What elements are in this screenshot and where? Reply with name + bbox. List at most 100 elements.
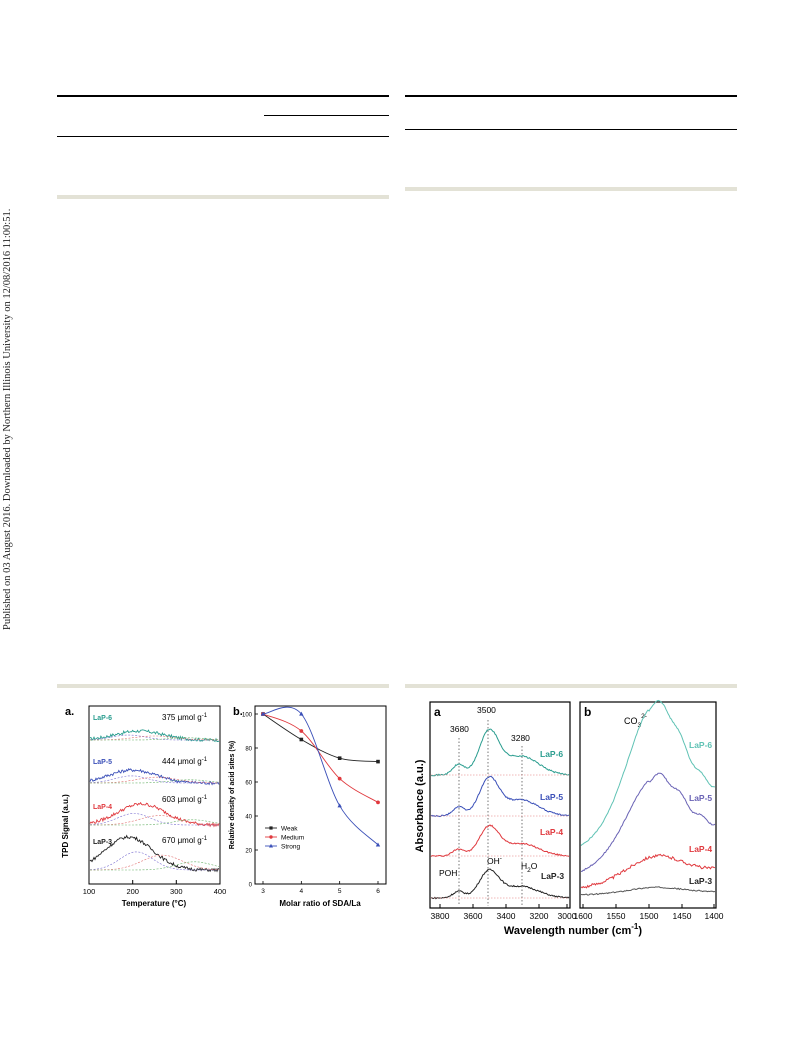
section-band-left-1 [57, 195, 389, 199]
acid-ytick: 20 [245, 849, 252, 855]
acid-line-weak [262, 713, 379, 763]
ftir-a-label-lap5: LaP-5 [540, 792, 563, 802]
tpd-panel-label: a. [65, 706, 74, 718]
tpd-component [90, 779, 220, 784]
acid-ytick: 0 [249, 883, 253, 889]
acid-xtick: 3 [261, 888, 265, 895]
acid-point-strong [299, 711, 304, 716]
acid-xlabel: Molar ratio of SDA/La [279, 899, 361, 908]
acid-ytick: 40 [245, 815, 252, 821]
ftir-b-trace-lap-5 [581, 772, 716, 872]
ftir-b-label-lap6: LaP-6 [689, 740, 712, 750]
acid-legend-medium: Medium [281, 834, 304, 841]
peak-label-3500: 3500 [477, 705, 496, 715]
acid-ytick: 100 [242, 713, 253, 719]
ftir-xlabel: Wavelength number (cm-1) [504, 922, 642, 937]
ftir-panel-b-label: b [584, 705, 591, 719]
figure-ftir: a Absorbance (a.u.) 3800 3600 3400 3200 3000… [414, 699, 724, 937]
peak-label-3680: 3680 [450, 724, 469, 734]
acid-point-weak [376, 759, 380, 764]
ftir-b-trace-lap-4 [580, 853, 716, 889]
acid-point-strong [337, 803, 342, 808]
annot-poh: POH [439, 868, 457, 878]
table-rule-top-left [57, 95, 389, 97]
ftir-b-xtick: 1500 [640, 911, 659, 921]
ftir-b-label-lap4: LaP-4 [689, 844, 712, 854]
annot-oh: OH- [487, 855, 502, 866]
acid-point-strong [260, 711, 266, 716]
ftir-a-trace-lap-3 [430, 868, 570, 900]
acid-point-medium [376, 800, 380, 805]
ftir-b-xtick: 1550 [607, 911, 626, 921]
acid-panel-frame [254, 705, 387, 885]
tpd-xlabel: Temperature (°C) [122, 899, 187, 908]
section-band-right-1 [405, 187, 737, 191]
ftir-panel-b-frame [579, 701, 717, 909]
ftir-b-xtick: 1600 [574, 911, 593, 921]
acid-point-weak [337, 756, 342, 760]
acid-ylabel: Relative density of acid sites (%) [229, 741, 236, 850]
acid-legend-weak: Weak [281, 825, 298, 832]
tpd-value-lap5: 444 μmol g-1 [162, 757, 208, 766]
ftir-b-trace-lap-3 [580, 886, 716, 896]
ftir-ylabel: Absorbance (a.u.) [414, 759, 426, 852]
tpd-component [90, 776, 219, 784]
tpd-xticks: 100 200 300 400 [83, 880, 227, 896]
tpd-label-lap6: LaP-6 [93, 715, 112, 722]
ftir-a-trace-lap-4 [430, 824, 570, 857]
acid-xtick: 4 [300, 888, 304, 895]
tpd-value-lap3: 670 μmol g-1 [162, 836, 208, 845]
ftir-a-label-lap4: LaP-4 [540, 827, 563, 837]
tpd-xtick-200: 200 [126, 887, 139, 896]
ftir-a-traces [430, 728, 570, 900]
section-band-left-2 [57, 684, 389, 688]
figure-tpd: a. TPD Signal (a.u.) Temperature (°C) 10… [61, 705, 387, 908]
acid-point-medium [299, 729, 304, 733]
table-rule-mid-left [57, 136, 389, 137]
tpd-component [89, 775, 219, 784]
publication-sidebar: Published on 03 August 2016. Downloaded … [2, 190, 16, 630]
ftir-a-trace-lap-5 [430, 775, 570, 818]
annot-co3: CO32- [624, 713, 647, 729]
acid-series [260, 706, 381, 847]
tpd-xtick-300: 300 [170, 887, 183, 896]
tpd-ylabel: TPD Signal (a.u.) [61, 794, 70, 858]
tpd-component [90, 735, 219, 741]
ftir-a-ticks: 3800 3600 3400 3200 3000 [431, 904, 577, 921]
ftir-a-xtick: 3200 [530, 911, 549, 921]
tpd-component [90, 854, 220, 871]
ftir-a-label-lap3: LaP-3 [541, 871, 564, 881]
tpd-xtick-400: 400 [214, 887, 227, 896]
acid-line-strong [262, 706, 379, 846]
ftir-b-xtick: 1400 [705, 911, 724, 921]
tpd-panel-frame [88, 705, 221, 885]
table-rule-sub-left [264, 115, 389, 116]
ftir-b-xtick: 1450 [673, 911, 692, 921]
tpd-traces [89, 729, 220, 873]
ftir-a-trace-lap-6 [431, 728, 570, 777]
tpd-trace-lap-3 [89, 834, 220, 873]
section-band-right-2 [405, 684, 737, 688]
tpd-component [89, 734, 219, 741]
tpd-component [90, 815, 220, 826]
tpd-value-lap4: 603 μmol g-1 [162, 795, 208, 804]
tpd-label-lap3: LaP-3 [93, 839, 112, 846]
tpd-component [89, 813, 219, 826]
ftir-a-label-lap6: LaP-6 [540, 749, 563, 759]
acid-axes: 0 20 40 60 80 100 3 4 5 6 [242, 713, 380, 896]
acid-ytick: 60 [245, 781, 252, 787]
tpd-component [90, 819, 220, 826]
table-rule-top-right [405, 95, 737, 97]
acid-xtick: 5 [338, 888, 342, 895]
tpd-component [90, 737, 220, 741]
ftir-b-label-lap3: LaP-3 [689, 876, 712, 886]
tpd-component [90, 861, 220, 871]
acid-point-medium [337, 776, 342, 781]
ftir-a-xtick: 3000 [558, 911, 577, 921]
acid-xtick: 6 [376, 888, 380, 895]
ftir-a-xtick: 3600 [464, 911, 483, 921]
ftir-a-xtick: 3400 [497, 911, 516, 921]
table-rule-mid-right [405, 129, 737, 130]
acid-point-weak [299, 737, 304, 742]
ftir-b-ticks: 1600 1550 1500 1450 1400 [574, 904, 724, 921]
